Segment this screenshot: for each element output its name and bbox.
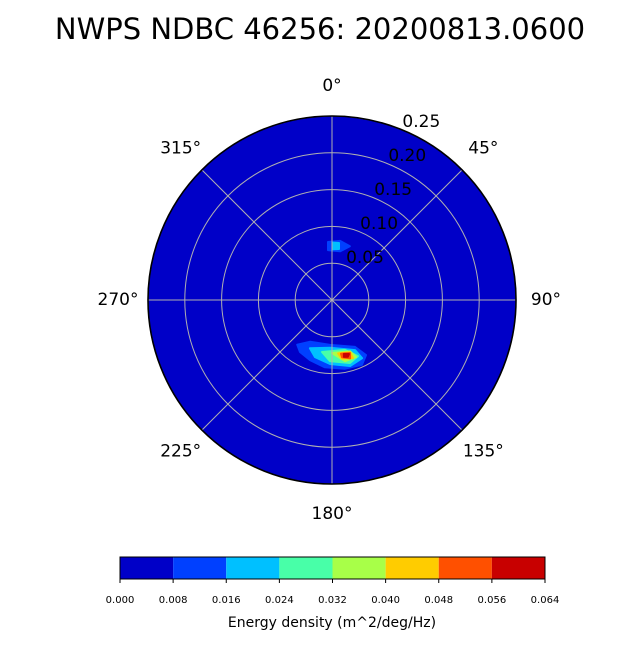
chart-title: NWPS NDBC 46256: 20200813.0600 (55, 12, 585, 46)
angular-grid-line (201, 299, 333, 431)
angle-tick-label: 315° (160, 139, 201, 159)
angular-grid-line (331, 299, 463, 431)
radial-tick-label: 0.20 (388, 146, 426, 166)
colorbar-tick-label: 0.008 (159, 595, 188, 606)
colorbar-segment (226, 557, 280, 579)
colorbar-tick-label: 0.032 (318, 595, 347, 606)
colorbar-tick-label: 0.064 (531, 595, 560, 606)
colorbar-tick-label: 0.000 (106, 595, 135, 606)
angle-tick-label: 135° (463, 441, 504, 461)
colorbar-segment (438, 557, 492, 579)
colorbar-segment (491, 557, 545, 579)
colorbar-segment (279, 557, 333, 579)
angle-tick-label: 180° (312, 504, 353, 524)
angle-tick-label: 45° (468, 139, 498, 159)
angle-tick-label: 270° (98, 290, 139, 310)
colorbar-segment (173, 557, 227, 579)
angle-tick-label: 225° (160, 441, 201, 461)
polar-frame (147, 115, 517, 485)
colorbar-segment (385, 557, 439, 579)
contour (342, 352, 350, 358)
colorbar-tick-label: 0.056 (478, 595, 507, 606)
colorbar-tick-label: 0.024 (265, 595, 294, 606)
colorbar-segment (120, 557, 174, 579)
radial-tick-label: 0.05 (346, 248, 384, 268)
contour (332, 241, 340, 251)
polar-plot: 0° 45° 90° 135° 180° 225° 270° 315° 0.05 0.10 0.15… (98, 76, 562, 524)
colorbar-tick-label: 0.016 (212, 595, 241, 606)
angle-tick-label: 0° (322, 76, 341, 96)
angular-grid-line (201, 169, 333, 301)
angle-tick-label: 90° (531, 290, 561, 310)
angular-grid-line (331, 169, 463, 301)
radial-tick-label: 0.25 (402, 112, 440, 132)
radial-tick-label: 0.15 (374, 180, 412, 200)
radial-tick-label: 0.10 (360, 214, 398, 234)
colorbar-segment (332, 557, 386, 579)
colorbar-tick-label: 0.040 (371, 595, 400, 606)
colorbar-label: Energy density (m^2/deg/Hz) (228, 615, 436, 631)
colorbar-tick-label: 0.048 (424, 595, 453, 606)
